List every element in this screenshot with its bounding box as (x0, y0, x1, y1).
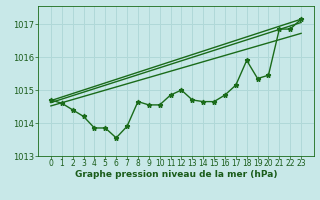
X-axis label: Graphe pression niveau de la mer (hPa): Graphe pression niveau de la mer (hPa) (75, 170, 277, 179)
